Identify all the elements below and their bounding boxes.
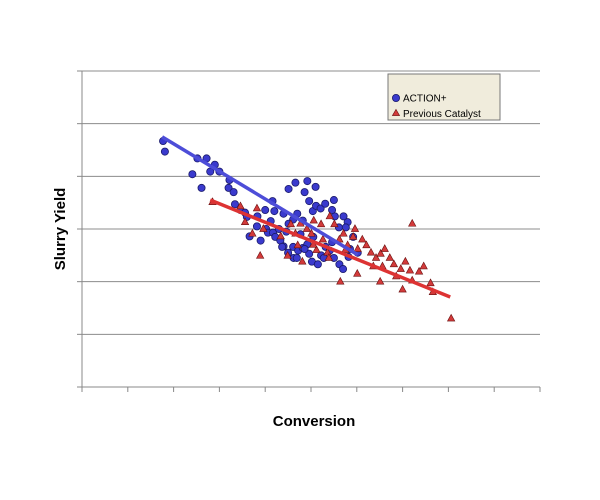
data-point-action xyxy=(300,245,309,254)
data-point-action xyxy=(188,170,197,179)
data-point-action xyxy=(270,207,279,216)
data-point-previous xyxy=(302,224,312,232)
data-point-action xyxy=(316,204,325,213)
y-axis-title: Slurry Yield xyxy=(52,188,69,271)
data-point-previous xyxy=(371,253,381,261)
data-point-previous xyxy=(389,259,399,268)
data-point-action xyxy=(256,236,265,245)
data-point-previous xyxy=(307,228,316,237)
legend-label-previous: Previous Catalyst xyxy=(403,109,481,120)
data-point-previous xyxy=(405,265,415,274)
data-point-action xyxy=(311,182,320,191)
data-point-action xyxy=(229,188,238,197)
axes xyxy=(77,70,541,392)
trendlines xyxy=(161,135,451,299)
data-point-previous xyxy=(401,256,410,265)
data-point-action xyxy=(197,183,206,192)
data-point-previous xyxy=(339,228,348,237)
data-point-action xyxy=(339,265,348,274)
data-point-action xyxy=(303,177,312,186)
data-point-previous xyxy=(358,234,367,243)
data-point-previous xyxy=(414,266,424,275)
data-point-action xyxy=(284,184,293,193)
data-point-action xyxy=(291,178,300,187)
data-point-action xyxy=(224,183,233,192)
data-point-action xyxy=(160,147,169,156)
data-point-previous xyxy=(293,240,302,249)
data-point-previous xyxy=(236,201,245,210)
data-point-action xyxy=(305,249,314,258)
data-point-action xyxy=(292,253,301,262)
series-previous xyxy=(208,197,456,322)
data-point-previous xyxy=(324,253,334,261)
data-point-previous xyxy=(276,231,285,240)
legend-marker-action xyxy=(391,94,400,103)
data-point-previous xyxy=(309,215,318,224)
data-point-previous xyxy=(316,219,326,228)
x-axis-title: Conversion xyxy=(273,413,356,430)
data-point-previous xyxy=(350,224,360,232)
data-point-previous xyxy=(259,224,268,232)
data-point-action xyxy=(321,199,330,208)
gridlines xyxy=(82,70,540,335)
data-point-previous xyxy=(396,264,405,272)
legend-label-action: ACTION+ xyxy=(403,94,447,105)
trendline-previous xyxy=(209,198,451,299)
legend-box xyxy=(387,73,501,121)
data-point-previous xyxy=(353,244,362,252)
data-point-previous xyxy=(330,219,339,228)
data-point-previous xyxy=(283,251,292,259)
data-point-previous xyxy=(298,256,307,265)
data-point-previous xyxy=(286,219,296,228)
data-point-action xyxy=(252,222,261,231)
data-point-previous xyxy=(375,276,385,285)
data-point-action xyxy=(278,242,287,251)
data-point-previous xyxy=(446,313,456,322)
data-point-previous xyxy=(398,284,407,293)
data-point-action xyxy=(341,223,350,232)
data-point-action xyxy=(230,200,239,209)
data-point-previous xyxy=(252,203,262,212)
trendline-action xyxy=(161,135,359,257)
data-point-previous xyxy=(426,278,435,287)
data-point-previous xyxy=(240,217,250,225)
data-point-previous xyxy=(336,276,345,285)
data-point-previous xyxy=(318,234,328,243)
data-point-action xyxy=(329,196,338,205)
legend-marker-previous xyxy=(391,108,401,116)
data-point-previous xyxy=(353,268,362,277)
data-point-action xyxy=(261,206,270,215)
data-point-previous xyxy=(419,261,428,270)
data-point-previous xyxy=(385,253,394,261)
data-point-previous xyxy=(325,211,334,220)
data-point-previous xyxy=(348,232,358,240)
data-point-previous xyxy=(323,247,332,256)
data-point-previous xyxy=(380,244,389,252)
legend: ACTION+ Previous Catalyst xyxy=(387,73,501,121)
data-point-action xyxy=(305,197,314,206)
data-point-previous xyxy=(366,247,376,256)
data-point-previous xyxy=(362,240,371,249)
data-point-action xyxy=(328,206,337,215)
data-point-previous xyxy=(408,218,417,227)
data-point-action xyxy=(313,260,322,269)
data-point-action xyxy=(300,188,309,197)
data-point-previous xyxy=(376,248,385,257)
data-point-action xyxy=(206,167,215,176)
data-point-previous xyxy=(248,228,257,237)
data-point-action xyxy=(339,212,348,221)
data-point-previous xyxy=(256,251,265,259)
data-point-previous xyxy=(312,245,321,253)
